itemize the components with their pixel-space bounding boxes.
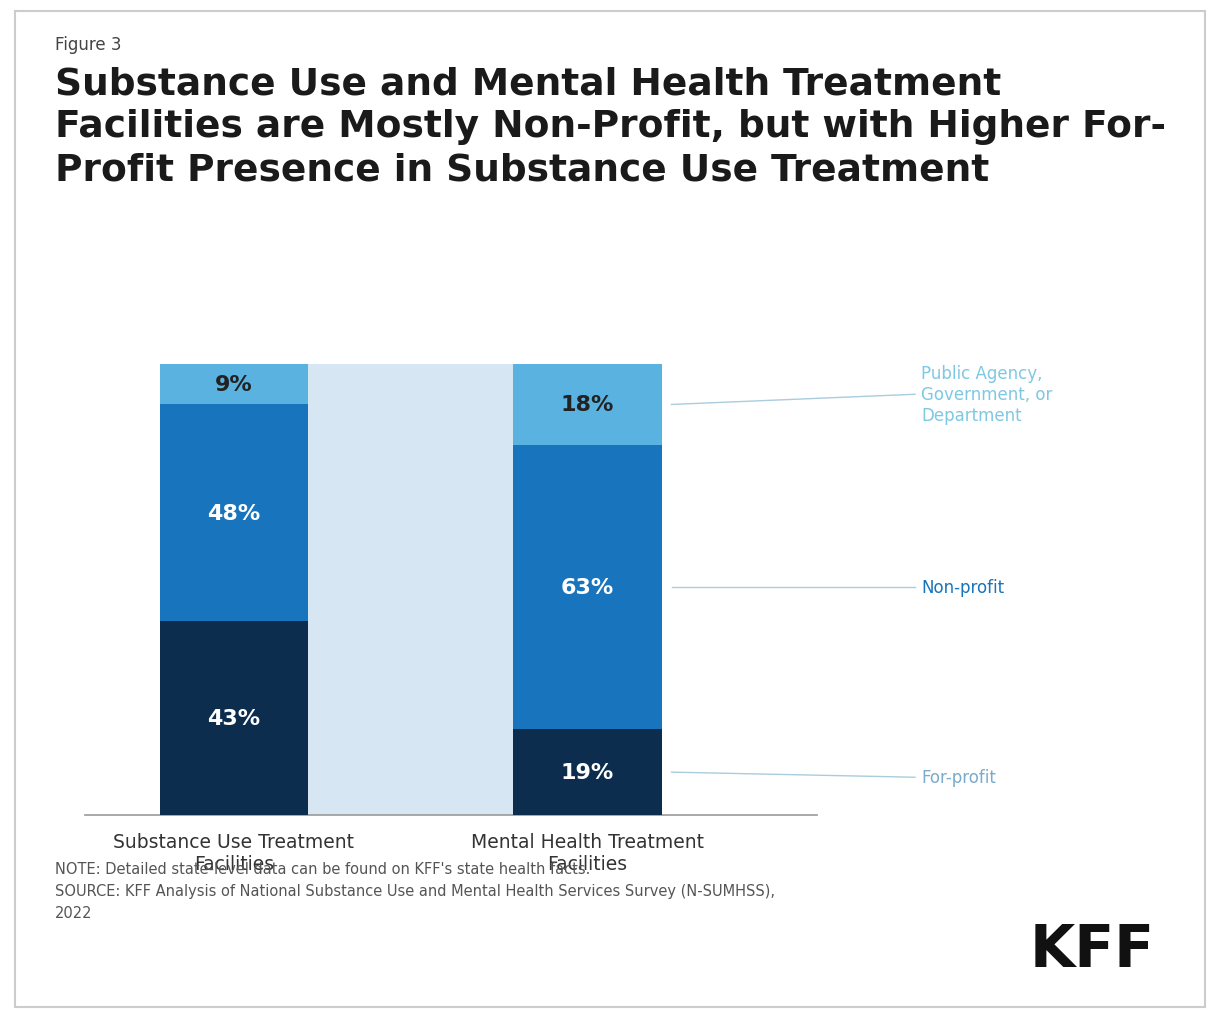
Text: For-profit: For-profit: [921, 768, 996, 787]
Text: KFF: KFF: [1030, 921, 1154, 978]
Text: 43%: 43%: [207, 708, 261, 729]
Bar: [514, 445, 661, 730]
Text: 63%: 63%: [561, 578, 614, 597]
Text: 18%: 18%: [561, 395, 614, 415]
Text: Non-profit: Non-profit: [921, 579, 1004, 596]
Text: 19%: 19%: [561, 762, 614, 783]
Text: NOTE: Detailed state-level data can be found on KFF's state health facts.
SOURCE: NOTE: Detailed state-level data can be f…: [55, 861, 775, 920]
Bar: [160, 365, 661, 815]
Bar: [160, 622, 309, 815]
Text: 9%: 9%: [215, 375, 253, 394]
Text: 48%: 48%: [207, 503, 261, 523]
Text: Figure 3: Figure 3: [55, 36, 122, 54]
Bar: [160, 405, 309, 622]
Bar: [514, 730, 661, 815]
Bar: [160, 365, 309, 405]
Text: Public Agency,
Government, or
Department: Public Agency, Government, or Department: [921, 365, 1053, 425]
Text: Substance Use and Mental Health Treatment
Facilities are Mostly Non-Profit, but : Substance Use and Mental Health Treatmen…: [55, 66, 1166, 189]
Bar: [514, 365, 661, 445]
